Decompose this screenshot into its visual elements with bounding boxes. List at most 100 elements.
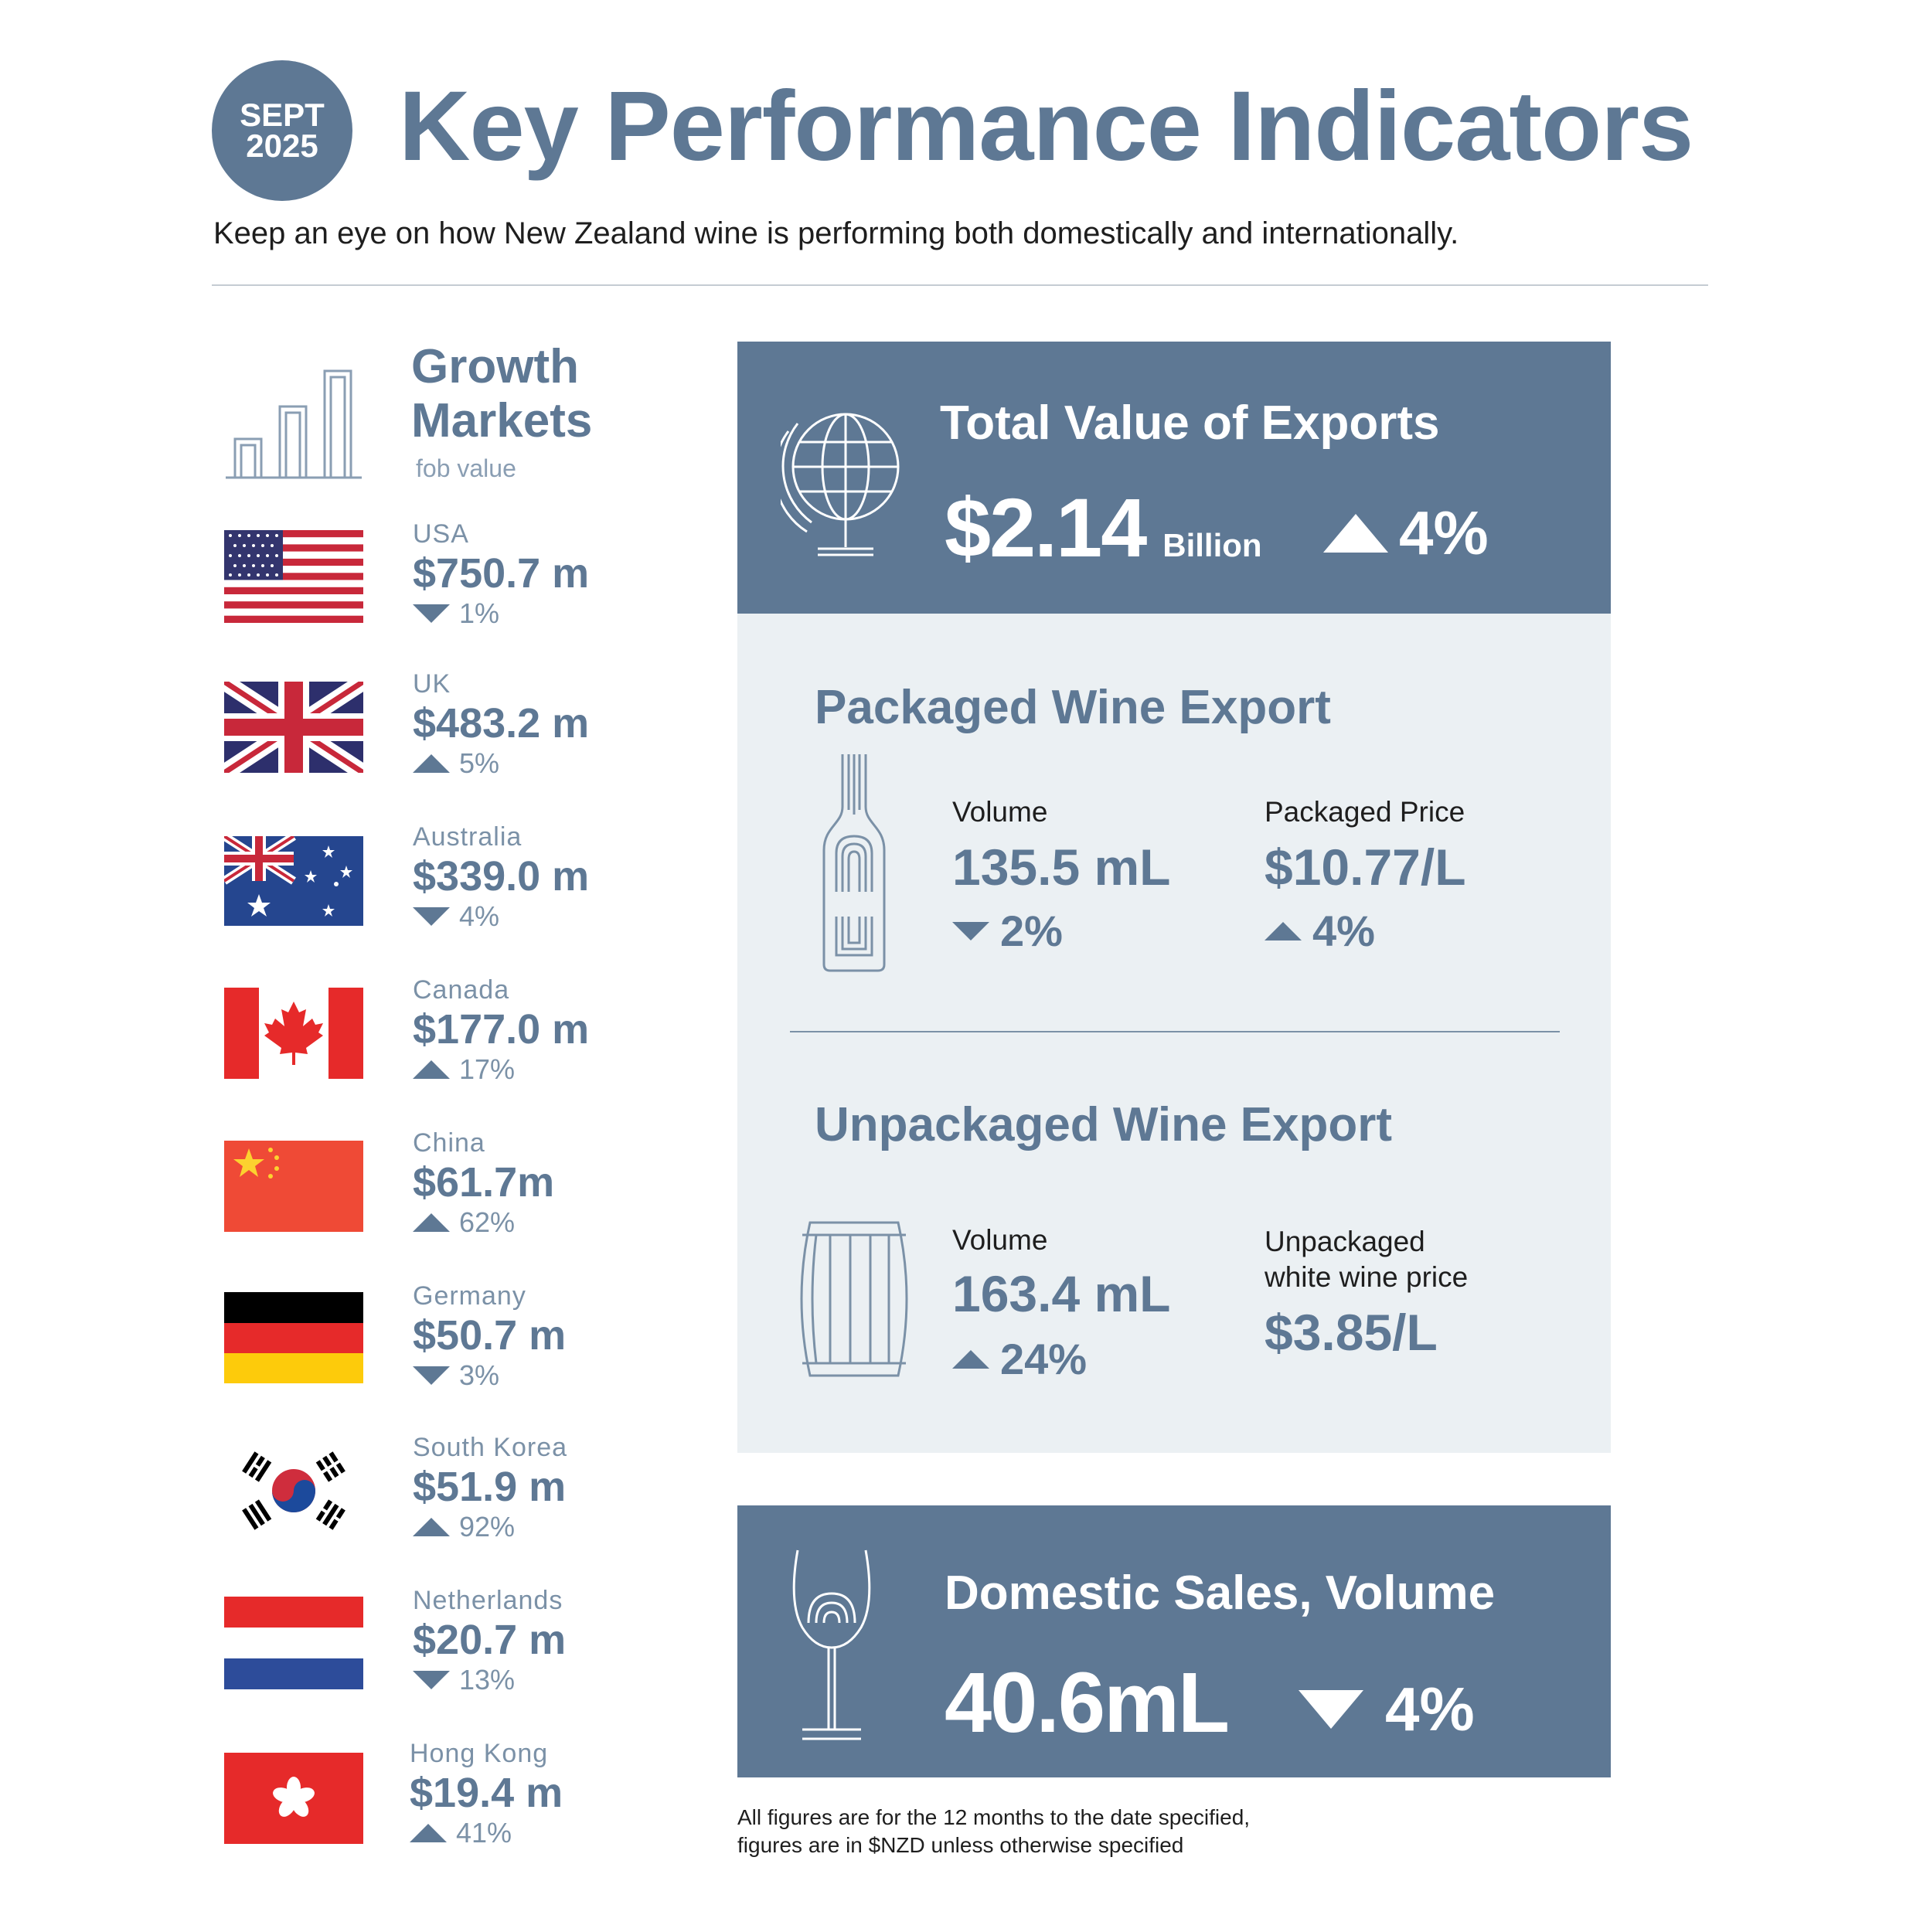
exports-title: Total Value of Exports [940, 396, 1440, 450]
packaged-volume-label: Volume [952, 796, 1048, 828]
market-usa: USA $750.7 m 1% [413, 519, 589, 630]
domestic-value: 40.6mL [945, 1655, 1230, 1750]
market-change: 13% [413, 1664, 566, 1696]
up-arrow-icon [952, 1349, 989, 1369]
growth-markets-title: Growth Markets [411, 340, 592, 448]
market-name: Germany [413, 1281, 526, 1311]
footnote: All figures are for the 12 months to the… [737, 1804, 1250, 1859]
market-change-value: 1% [459, 597, 500, 629]
packaged-title: Packaged Wine Export [815, 681, 1331, 734]
unpackaged-price-label-line2: white wine price [1265, 1261, 1469, 1293]
canada-flag-icon [224, 988, 363, 1079]
packaged-volume-change-value: 2% [1000, 906, 1063, 955]
up-arrow-icon [413, 1518, 450, 1536]
market-australia: Australia $339.0 m 4% [413, 822, 589, 933]
uk-flag-icon [224, 682, 363, 773]
growth-markets-subtitle: fob value [416, 454, 516, 482]
page-subtitle: Keep an eye on how New Zealand wine is p… [213, 216, 1459, 250]
market-name: Canada [413, 975, 510, 1005]
badge-year: 2025 [246, 128, 318, 164]
market-change: 41% [410, 1817, 563, 1849]
domestic-panel [737, 1505, 1611, 1777]
down-arrow-icon [1299, 1690, 1363, 1729]
down-arrow-icon [413, 1366, 450, 1385]
page-title: Key Performance Indicators [399, 71, 1693, 182]
exports-unit: Billion [1162, 527, 1262, 563]
footnote-line2: figures are in $NZD unless otherwise spe… [737, 1833, 1184, 1857]
market-change-value: 17% [459, 1053, 516, 1085]
market-change-value: 13% [459, 1664, 516, 1696]
down-arrow-icon [413, 604, 450, 623]
growth-markets-title-line1: Growth [411, 340, 579, 393]
exports-panel [737, 342, 1611, 614]
usa-flag-icon [224, 530, 363, 623]
unpackaged-price-label-line1: Unpackaged [1265, 1226, 1425, 1257]
market-change: 3% [413, 1359, 566, 1392]
market-change-value: 41% [456, 1817, 512, 1849]
market-south-korea: South Korea $51.9 m 92% [413, 1433, 567, 1543]
growth-markets-title-line2: Markets [411, 394, 593, 447]
market-name: UK [413, 669, 451, 699]
market-change-value: 5% [459, 747, 500, 779]
market-uk: UK $483.2 m 5% [413, 669, 589, 780]
market-value: $177.0 m [413, 1006, 590, 1053]
up-arrow-icon [413, 1213, 450, 1232]
market-change-value: 3% [459, 1359, 500, 1391]
exports-value: $2.14 [945, 481, 1147, 574]
market-name: South Korea [413, 1433, 568, 1462]
section-divider [790, 1031, 1560, 1032]
date-badge: SEPT 2025 [212, 60, 352, 201]
down-arrow-icon [413, 1671, 450, 1689]
wine-bottle-icon [822, 754, 886, 972]
market-value: $483.2 m [413, 700, 590, 747]
unpackaged-volume-change: 24% [952, 1334, 1087, 1384]
market-germany: Germany $50.7 m 3% [413, 1281, 566, 1392]
market-name: USA [413, 519, 469, 549]
market-change-value: 92% [459, 1511, 516, 1543]
market-change-value: 4% [459, 900, 500, 932]
market-name: Hong Kong [410, 1739, 549, 1768]
market-china: China $61.7m 62% [413, 1128, 554, 1239]
packaged-price-label: Packaged Price [1265, 796, 1465, 828]
packaged-volume-value: 135.5 mL [952, 838, 1171, 896]
exports-value-row: $2.14 Billion [945, 479, 1262, 576]
market-change: 62% [413, 1206, 554, 1239]
australia-flag-icon [224, 836, 363, 926]
wine-export-panel [737, 614, 1611, 1453]
domestic-title: Domestic Sales, Volume [945, 1566, 1496, 1620]
market-value: $750.7 m [413, 550, 590, 597]
up-arrow-icon [1265, 921, 1302, 940]
market-name: Netherlands [413, 1586, 563, 1615]
packaged-price-change-value: 4% [1312, 906, 1375, 955]
market-change: 92% [413, 1511, 567, 1543]
packaged-volume-change: 2% [952, 906, 1063, 956]
packaged-price-change: 4% [1265, 906, 1375, 956]
market-value: $339.0 m [413, 853, 590, 900]
market-change: 1% [413, 597, 589, 630]
market-hong-kong: Hong Kong $19.4 m 41% [410, 1739, 563, 1849]
market-value: $50.7 m [413, 1312, 567, 1359]
market-netherlands: Netherlands $20.7 m 13% [413, 1586, 566, 1696]
domestic-change: 4% [1299, 1674, 1475, 1745]
china-flag-icon [224, 1141, 363, 1232]
down-arrow-icon [413, 907, 450, 926]
market-value: $20.7 m [413, 1617, 567, 1663]
up-arrow-icon [1323, 514, 1388, 553]
market-value: $61.7m [413, 1159, 555, 1206]
germany-flag-icon [224, 1292, 363, 1383]
unpackaged-volume-label: Volume [952, 1224, 1048, 1256]
bar-chart-icon [226, 369, 362, 479]
market-value: $51.9 m [413, 1464, 567, 1510]
market-canada: Canada $177.0 m 17% [413, 975, 589, 1086]
market-change: 4% [413, 900, 589, 933]
unpackaged-volume-value: 163.4 mL [952, 1265, 1171, 1322]
up-arrow-icon [413, 1060, 450, 1079]
market-change: 5% [413, 747, 589, 780]
unpackaged-price-value: $3.85/L [1265, 1304, 1438, 1361]
wine-glass-icon [792, 1549, 871, 1740]
market-change: 17% [413, 1053, 589, 1086]
globe-icon [781, 413, 900, 556]
exports-change: 4% [1323, 498, 1489, 569]
domestic-change-value: 4% [1385, 1675, 1475, 1743]
market-name: Australia [413, 822, 523, 852]
